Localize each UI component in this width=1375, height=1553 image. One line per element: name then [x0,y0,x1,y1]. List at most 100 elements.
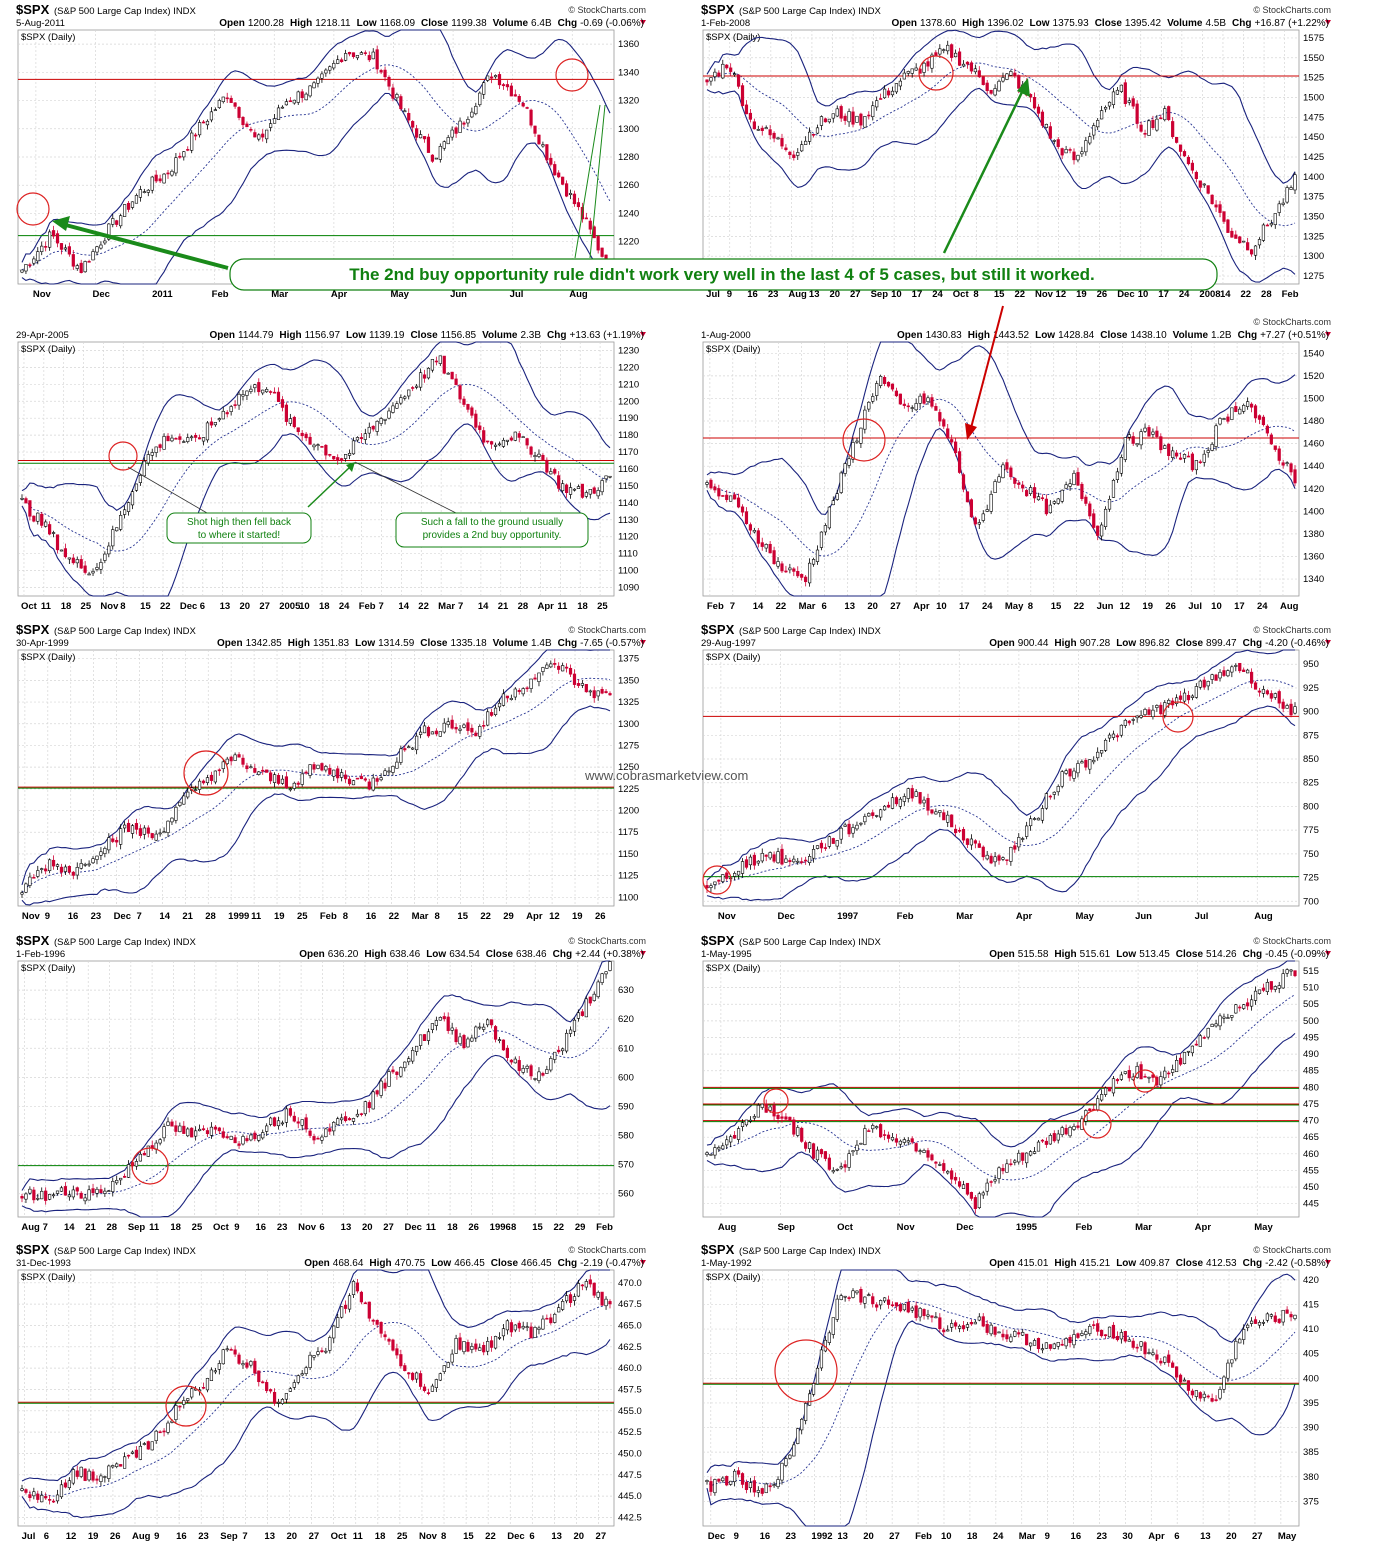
x-tick-label: 22 [554,1222,565,1233]
candle [217,769,221,772]
candle [229,1349,233,1351]
candle [28,876,32,886]
candle [752,1116,756,1119]
candle [71,254,75,267]
ohlc-label-high: High [1054,1258,1076,1269]
candle [564,666,569,669]
candle [1040,497,1045,500]
candle [788,1116,792,1121]
candle [355,777,360,780]
x-tick-label: 15 [1051,601,1062,612]
candle [229,1135,233,1140]
candle [1147,427,1151,437]
candle [300,91,304,99]
candle [961,1184,966,1189]
candle [257,771,261,775]
arrow-head-icon [1017,78,1030,97]
candle [969,62,974,72]
candle [608,475,612,478]
candle [886,1134,891,1139]
ohlc-value-open: 1342.85 [246,638,283,649]
candle [882,805,887,811]
candle [533,677,537,680]
candle [1269,693,1273,699]
candle [804,140,808,145]
candle [1269,981,1273,990]
candle [296,1121,300,1124]
candle [403,748,407,751]
candle [332,456,336,460]
x-tick-label: Nov [22,911,41,922]
candle [713,486,717,491]
candle [855,1290,859,1294]
candle [1167,443,1171,456]
candle [1032,97,1037,109]
candle [150,833,154,839]
candle [1234,1004,1238,1014]
candle [201,1128,206,1131]
ohlc-value-chg: -0.69 (-0.06%) [580,18,644,29]
candle [752,530,756,533]
candle [320,763,324,771]
ohlc-value-chg: -0.45 (-0.09%) [1265,949,1329,960]
candle [867,401,871,410]
candle [1206,1395,1210,1398]
candle [957,451,962,473]
candle [1159,704,1163,715]
candle [1021,1152,1025,1161]
candle [525,1326,529,1328]
x-tick-label: 28 [205,911,216,922]
ohlc-value-open: 415.01 [1018,1258,1049,1269]
x-tick-label: 6 [319,1222,324,1233]
y-tick-label: 1280 [618,152,639,163]
candle [1210,194,1214,205]
x-tick-label: Mar [271,289,288,300]
y-tick-label: 1340 [618,67,639,78]
candle [387,1338,391,1342]
candle [568,1029,573,1034]
chart-panel-2: $SPX (S&P 500 Large Cap Index) INDX © Stoc… [701,2,1331,300]
candle [1111,733,1116,738]
candle [600,247,604,257]
candle [103,1190,107,1194]
candle [1064,770,1068,774]
candle [800,574,804,578]
candle [1103,106,1108,110]
candle [1064,149,1068,154]
candle [320,446,324,448]
candle [537,134,541,145]
arrow-head-icon [965,423,977,440]
x-tick-label: May [1254,1222,1273,1233]
candle [879,809,883,818]
x-tick-label: Nov [33,289,52,300]
candle [835,1168,839,1171]
candle [1056,786,1060,793]
candle [225,97,229,100]
candle [1238,1006,1242,1009]
candle [985,1182,989,1192]
y-tick-label: 1500 [1303,92,1324,103]
x-tick-label: Nov [298,1222,317,1233]
candle [284,101,289,106]
candle [549,157,553,165]
candle [1186,156,1191,165]
source-credit: © StockCharts.com [1253,625,1331,635]
candle [709,885,713,888]
candle [1143,1076,1147,1078]
x-tick-label: 18 [319,601,330,612]
candle [1040,111,1045,126]
ticker-symbol: $SPX [16,2,50,17]
candle [446,137,450,145]
candle [709,1481,713,1492]
x-tick-label: 13 [809,289,820,300]
candle [721,874,725,882]
y-tick-label: 515 [1303,966,1319,977]
candle [1171,1069,1175,1073]
candle [1234,665,1238,667]
candle [768,129,772,136]
x-tick-label: 11 [41,601,52,612]
candle [1249,671,1254,684]
candle [898,798,902,807]
x-tick-label: 14 [478,601,489,612]
candle [36,870,40,877]
